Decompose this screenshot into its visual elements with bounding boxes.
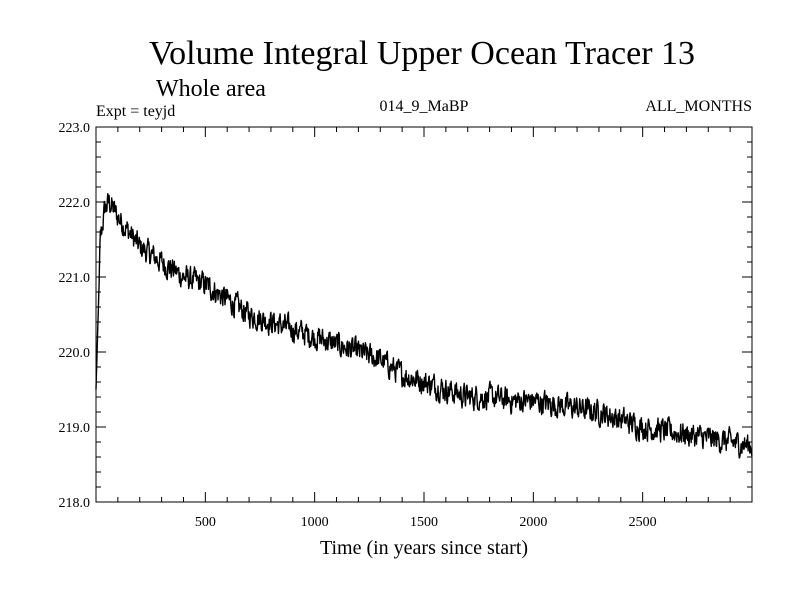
- series-layer: [95, 192, 753, 459]
- y-tick-label: 218.0: [59, 496, 91, 511]
- x-tick-label: 1000: [301, 515, 329, 530]
- chart-title: Volume Integral Upper Ocean Tracer 13: [149, 35, 695, 72]
- x-tick-label: 2000: [519, 515, 547, 530]
- series-line: [95, 192, 753, 459]
- run-label: 014_9_MaBP: [380, 98, 469, 115]
- chart-subtitle: Whole area: [156, 76, 266, 102]
- x-tick-label: 1500: [410, 515, 438, 530]
- x-axis-label: Time (in years since start): [320, 537, 528, 559]
- period-label: ALL_MONTHS: [645, 98, 752, 115]
- tick-marks: [96, 126, 752, 503]
- tick-labels: 500 1000 1500 2000 2500 218.0 219.0 220.0 221.0 2…: [59, 121, 657, 530]
- y-tick-label: 219.0: [59, 421, 91, 436]
- y-tick-label: 221.0: [59, 271, 91, 286]
- plot-frame: [95, 126, 753, 503]
- y-tick-label: 222.0: [59, 196, 91, 211]
- y-tick-label: 223.0: [59, 121, 91, 136]
- y-tick-label: 220.0: [59, 346, 91, 361]
- expt-label: Expt = teyjd: [96, 103, 175, 120]
- x-tick-label: 2500: [629, 515, 657, 530]
- x-tick-label: 500: [195, 515, 216, 530]
